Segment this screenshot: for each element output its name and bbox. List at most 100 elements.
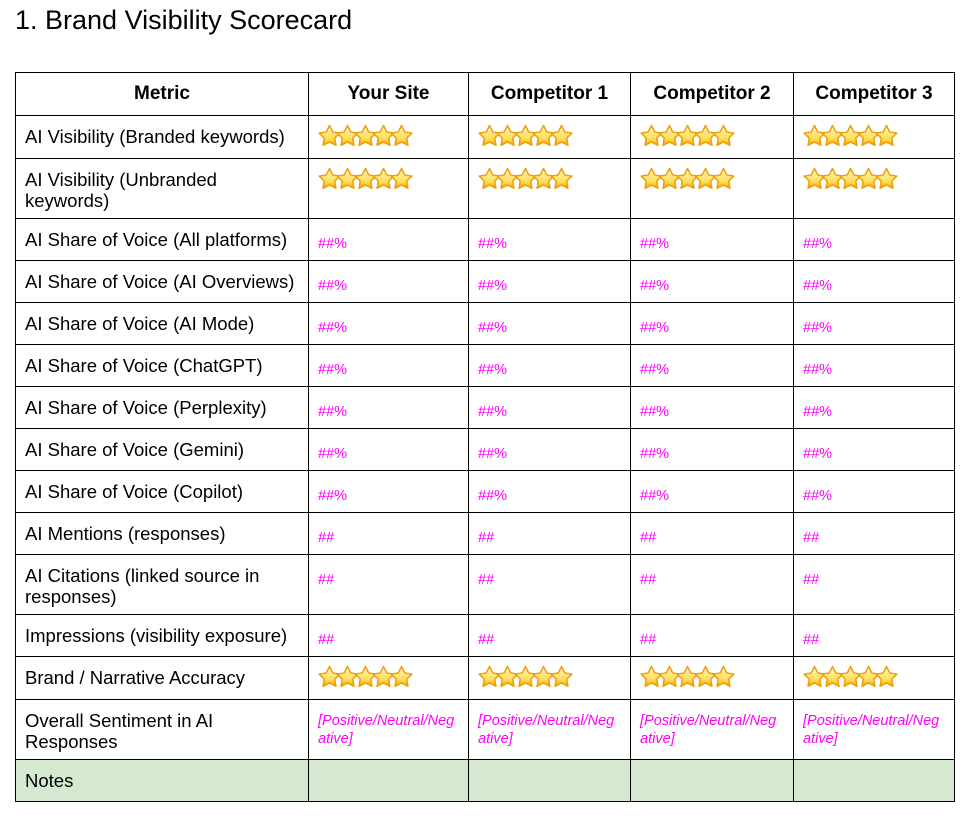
value-cell[interactable]: ##% (308, 470, 469, 513)
star-icon (875, 124, 898, 147)
value-cell[interactable]: ##% (468, 428, 631, 471)
value-cell[interactable] (630, 115, 794, 159)
value-cell[interactable]: ## (468, 614, 631, 657)
metric-cell[interactable]: AI Share of Voice (Gemini) (15, 428, 309, 471)
value-cell[interactable]: [Positive/Neutral/Negative] (308, 699, 469, 760)
value-cell[interactable]: ##% (630, 344, 794, 387)
value-cell[interactable]: [Positive/Neutral/Negative] (468, 699, 631, 760)
value-cell[interactable]: ##% (793, 428, 955, 471)
metric-cell[interactable]: AI Share of Voice (All platforms) (15, 218, 309, 261)
metric-cell[interactable]: AI Share of Voice (ChatGPT) (15, 344, 309, 387)
value-cell[interactable]: ## (308, 614, 469, 657)
value-cell[interactable]: ##% (468, 218, 631, 261)
value-cell[interactable] (630, 158, 794, 219)
sentiment-placeholder: [Positive/Neutral/Negative] (318, 713, 455, 747)
value-cell[interactable]: ##% (468, 386, 631, 429)
col-header-competitor-3: Competitor 3 (793, 72, 955, 116)
metric-cell[interactable]: AI Mentions (responses) (15, 512, 309, 555)
value-cell[interactable]: ##% (630, 386, 794, 429)
value-cell[interactable]: ## (793, 554, 955, 615)
value-cell[interactable]: ##% (308, 344, 469, 387)
value-placeholder: ## (803, 530, 820, 546)
value-cell[interactable]: ##% (630, 218, 794, 261)
value-cell[interactable]: ##% (468, 344, 631, 387)
table-row: AI Share of Voice (ChatGPT) ##% ##% ##% ##% (15, 344, 955, 387)
value-cell[interactable]: ##% (630, 260, 794, 303)
metric-cell[interactable]: Overall Sentiment in AI Responses (15, 699, 309, 760)
value-cell[interactable]: ## (630, 512, 794, 555)
metric-cell[interactable]: Notes (15, 759, 309, 802)
value-cell[interactable]: ##% (308, 260, 469, 303)
metric-cell[interactable]: AI Share of Voice (AI Overviews) (15, 260, 309, 303)
metric-cell[interactable]: Impressions (visibility exposure) (15, 614, 309, 657)
star-icon (390, 124, 413, 147)
col-header-metric: Metric (15, 72, 309, 116)
value-cell[interactable] (308, 759, 469, 802)
value-cell[interactable]: ## (793, 512, 955, 555)
value-cell[interactable]: ## (468, 512, 631, 555)
value-cell[interactable]: ##% (308, 218, 469, 261)
value-cell[interactable]: ##% (793, 260, 955, 303)
value-cell[interactable]: ##% (468, 470, 631, 513)
value-cell[interactable]: [Positive/Neutral/Negative] (630, 699, 794, 760)
value-cell[interactable] (308, 115, 469, 159)
value-cell[interactable]: ##% (308, 428, 469, 471)
value-cell[interactable]: ##% (308, 302, 469, 345)
value-cell[interactable] (468, 158, 631, 219)
value-cell[interactable]: ##% (308, 386, 469, 429)
value-cell[interactable]: ##% (793, 218, 955, 261)
metric-cell[interactable]: AI Visibility (Unbranded keywords) (15, 158, 309, 219)
value-cell[interactable] (793, 759, 955, 802)
value-cell[interactable] (468, 656, 631, 700)
value-cell[interactable]: ##% (630, 302, 794, 345)
value-cell[interactable] (630, 759, 794, 802)
col-header-competitor-1: Competitor 1 (468, 72, 631, 116)
sentiment-placeholder: [Positive/Neutral/Negative] (640, 713, 777, 747)
value-cell[interactable] (468, 115, 631, 159)
value-placeholder: ##% (803, 446, 833, 462)
value-cell[interactable]: ##% (630, 428, 794, 471)
value-cell[interactable]: ##% (630, 470, 794, 513)
metric-cell[interactable]: AI Citations (linked source in responses… (15, 554, 309, 615)
value-cell[interactable]: ## (793, 614, 955, 657)
value-placeholder: ## (318, 572, 335, 588)
value-placeholder: ##% (640, 362, 670, 378)
value-cell[interactable] (630, 656, 794, 700)
metric-cell[interactable]: Brand / Narrative Accuracy (15, 656, 309, 700)
value-cell[interactable] (468, 759, 631, 802)
value-cell[interactable]: ## (308, 512, 469, 555)
value-cell[interactable]: ## (308, 554, 469, 615)
value-placeholder: ##% (478, 446, 508, 462)
value-cell[interactable]: ##% (793, 302, 955, 345)
sentiment-placeholder: [Positive/Neutral/Negative] (803, 713, 940, 747)
metric-cell[interactable]: AI Share of Voice (Perplexity) (15, 386, 309, 429)
value-cell[interactable] (793, 656, 955, 700)
star-rating (478, 665, 573, 688)
sentiment-placeholder: [Positive/Neutral/Negative] (478, 713, 615, 747)
value-cell[interactable]: ## (630, 554, 794, 615)
value-placeholder: ## (478, 530, 495, 546)
star-icon (550, 124, 573, 147)
page-title: 1. Brand Visibility Scorecard (15, 5, 353, 35)
table-row: Impressions (visibility exposure) ## ## ## #… (15, 614, 955, 657)
metric-cell[interactable]: AI Share of Voice (AI Mode) (15, 302, 309, 345)
value-cell[interactable]: ##% (468, 260, 631, 303)
value-cell[interactable]: ##% (793, 386, 955, 429)
metric-cell[interactable]: AI Visibility (Branded keywords) (15, 115, 309, 159)
value-placeholder: ##% (640, 278, 670, 294)
value-cell[interactable] (308, 158, 469, 219)
value-cell[interactable]: ##% (793, 344, 955, 387)
value-cell[interactable] (793, 158, 955, 219)
table-row: AI Visibility (Branded keywords) (15, 115, 955, 159)
value-cell[interactable] (793, 115, 955, 159)
value-cell[interactable]: ##% (793, 470, 955, 513)
value-cell[interactable]: ##% (468, 302, 631, 345)
value-cell[interactable]: ## (630, 614, 794, 657)
value-cell[interactable]: ## (468, 554, 631, 615)
value-cell[interactable] (308, 656, 469, 700)
value-placeholder: ## (803, 572, 820, 588)
metric-cell[interactable]: AI Share of Voice (Copilot) (15, 470, 309, 513)
col-header-your-site: Your Site (308, 72, 469, 116)
value-cell[interactable]: [Positive/Neutral/Negative] (793, 699, 955, 760)
value-placeholder: ## (803, 632, 820, 648)
